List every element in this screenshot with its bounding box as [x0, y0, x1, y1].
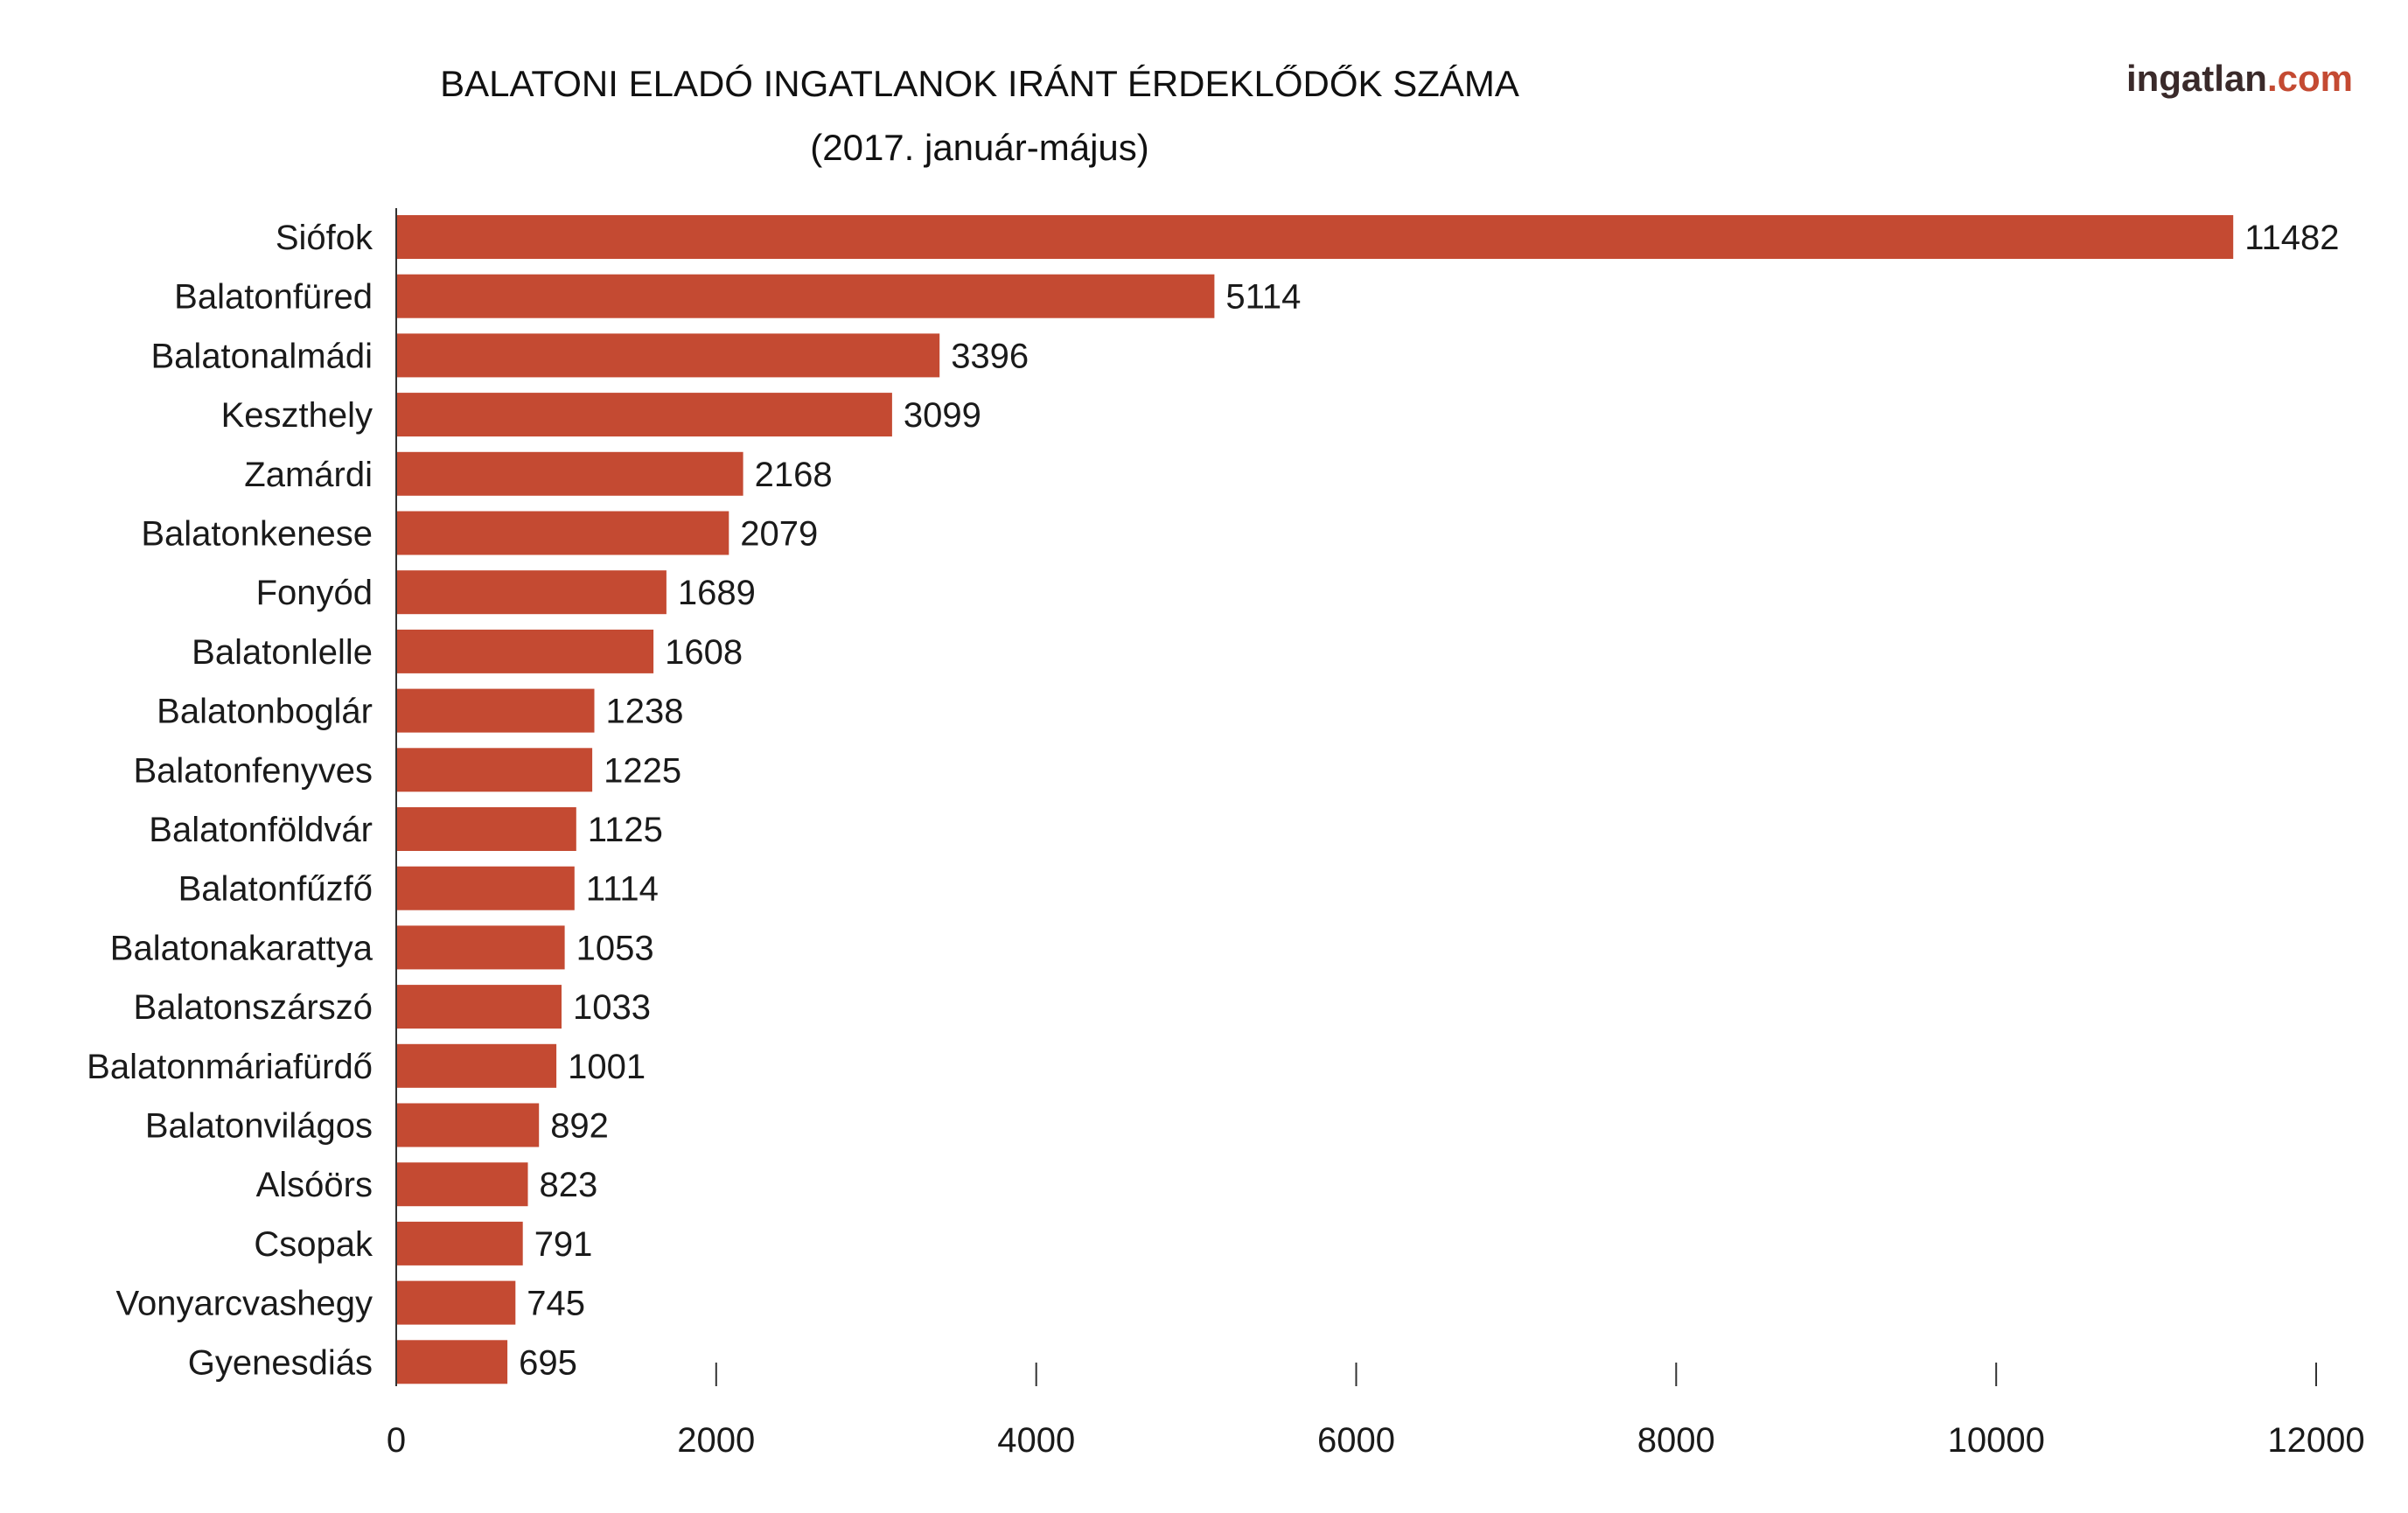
bar	[396, 1280, 516, 1325]
bar	[396, 274, 1215, 318]
x-tick-label: 8000	[1637, 1421, 1715, 1460]
bar	[396, 866, 575, 910]
category-label: Balatonszárszó	[134, 988, 373, 1027]
category-label: Balatonfüred	[174, 278, 373, 317]
category-label: Balatonalmádi	[151, 337, 373, 375]
category-label: Zamárdi	[244, 456, 373, 494]
brand-logo: ingatlan.com	[2126, 58, 2353, 99]
category-label: Balatonkenese	[141, 515, 373, 554]
x-tick-label: 0	[387, 1421, 406, 1460]
bar	[396, 807, 576, 851]
x-tick-label: 6000	[1317, 1421, 1395, 1460]
bar	[396, 511, 729, 555]
bar	[396, 1043, 557, 1088]
category-label: Balatonfenyves	[133, 751, 373, 790]
x-tick-label: 2000	[677, 1421, 755, 1460]
bar	[396, 393, 892, 437]
bar	[396, 1340, 508, 1384]
value-label: 2079	[740, 515, 818, 554]
value-label: 5114	[1225, 278, 1301, 317]
bar	[396, 1103, 540, 1147]
category-label: Balatonmáriafürdő	[87, 1048, 373, 1086]
value-labels: 11482 5114 3396 3099 2168 2079 1689 1608 1238 122…	[519, 219, 2339, 1382]
category-label: Balatonboglár	[157, 693, 373, 731]
value-label: 2168	[755, 456, 833, 494]
value-label: 791	[534, 1225, 593, 1264]
bar	[396, 925, 565, 970]
value-label: 1114	[586, 870, 659, 909]
x-tick-label: 10000	[1948, 1421, 2045, 1460]
bar	[396, 570, 667, 615]
value-label: 3396	[951, 337, 1029, 375]
bar	[396, 333, 940, 378]
category-label: Balatonvilágos	[145, 1107, 373, 1146]
brand-logo-suffix: .com	[2267, 58, 2353, 99]
category-label: Balatonlelle	[192, 633, 373, 672]
value-label: 1238	[606, 693, 684, 731]
value-label: 1689	[678, 574, 756, 612]
value-label: 11482	[2244, 219, 2339, 257]
bar	[396, 1162, 528, 1207]
x-tick-label: 4000	[997, 1421, 1075, 1460]
chart-title: BALATONI ELADÓ INGATLANOK IRÁNT ÉRDEKLŐD…	[440, 63, 1519, 104]
category-label: Fonyód	[256, 574, 373, 612]
bar	[396, 688, 595, 733]
category-label: Siófok	[276, 219, 373, 257]
bar	[396, 1221, 523, 1265]
value-label: 695	[519, 1343, 577, 1382]
category-label: Gyenesdiás	[188, 1343, 373, 1382]
value-label: 1053	[576, 929, 654, 967]
category-label: Csopak	[254, 1225, 373, 1264]
bar	[396, 629, 654, 673]
chart-subtitle: (2017. január-május)	[810, 127, 1149, 168]
value-label: 745	[527, 1285, 585, 1323]
bar	[396, 451, 743, 496]
value-label: 1125	[588, 811, 663, 849]
brand-logo-name: ingatlan	[2126, 58, 2267, 99]
value-label: 1033	[573, 988, 651, 1027]
category-label: Balatonföldvár	[149, 811, 373, 849]
value-label: 1001	[568, 1048, 646, 1086]
value-label: 1225	[604, 751, 681, 790]
value-label: 892	[550, 1107, 609, 1146]
category-label: Balatonakarattya	[110, 929, 373, 967]
category-label: Vonyarcvashegy	[115, 1285, 373, 1323]
category-labels: Siófok Balatonfüred Balatonalmádi Keszthely…	[87, 219, 373, 1382]
category-label: Alsóörs	[256, 1166, 373, 1204]
x-tick-label: 12000	[2267, 1421, 2364, 1460]
x-axis: 0 2000 4000 6000 8000 10000 12000	[387, 208, 2365, 1460]
bar	[396, 215, 2234, 259]
value-label: 3099	[904, 396, 981, 435]
value-label: 823	[540, 1166, 598, 1204]
bar	[396, 985, 562, 1029]
value-label: 1608	[665, 633, 743, 672]
bar	[396, 748, 593, 792]
category-label: Keszthely	[221, 396, 373, 435]
category-label: Balatonfűzfő	[178, 870, 373, 909]
bar-group	[396, 215, 2234, 1384]
